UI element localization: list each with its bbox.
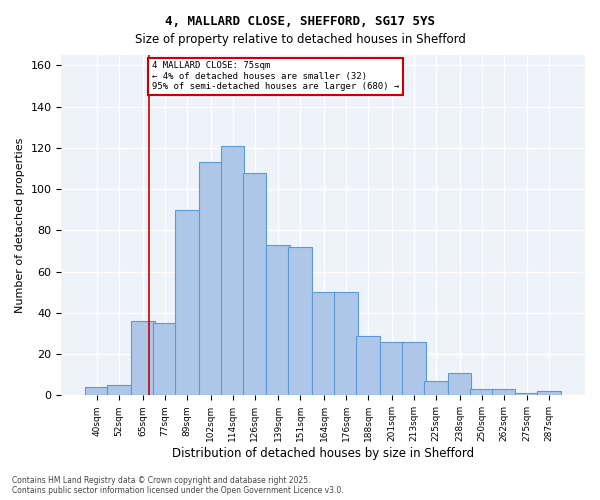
Bar [107,385,131,396]
Bar [491,389,515,396]
Bar [221,146,244,396]
Text: Contains HM Land Registry data © Crown copyright and database right 2025.
Contai: Contains HM Land Registry data © Crown c… [12,476,344,495]
Bar [131,321,155,396]
Text: Size of property relative to detached houses in Shefford: Size of property relative to detached ho… [134,32,466,46]
Bar [356,336,380,396]
Bar [242,172,266,396]
Bar [85,387,109,396]
Bar [334,292,358,396]
Bar [380,342,404,396]
Text: 4, MALLARD CLOSE, SHEFFORD, SG17 5YS: 4, MALLARD CLOSE, SHEFFORD, SG17 5YS [165,15,435,28]
Bar [538,391,561,396]
Bar [470,389,493,396]
Bar [153,323,177,396]
Bar [199,162,223,396]
Y-axis label: Number of detached properties: Number of detached properties [15,138,25,313]
X-axis label: Distribution of detached houses by size in Shefford: Distribution of detached houses by size … [172,447,474,460]
Bar [175,210,199,396]
Bar [289,247,312,396]
Bar [266,245,290,396]
Text: 4 MALLARD CLOSE: 75sqm
← 4% of detached houses are smaller (32)
95% of semi-deta: 4 MALLARD CLOSE: 75sqm ← 4% of detached … [152,61,399,91]
Bar [515,394,539,396]
Bar [448,372,472,396]
Bar [402,342,426,396]
Bar [312,292,336,396]
Bar [424,381,448,396]
